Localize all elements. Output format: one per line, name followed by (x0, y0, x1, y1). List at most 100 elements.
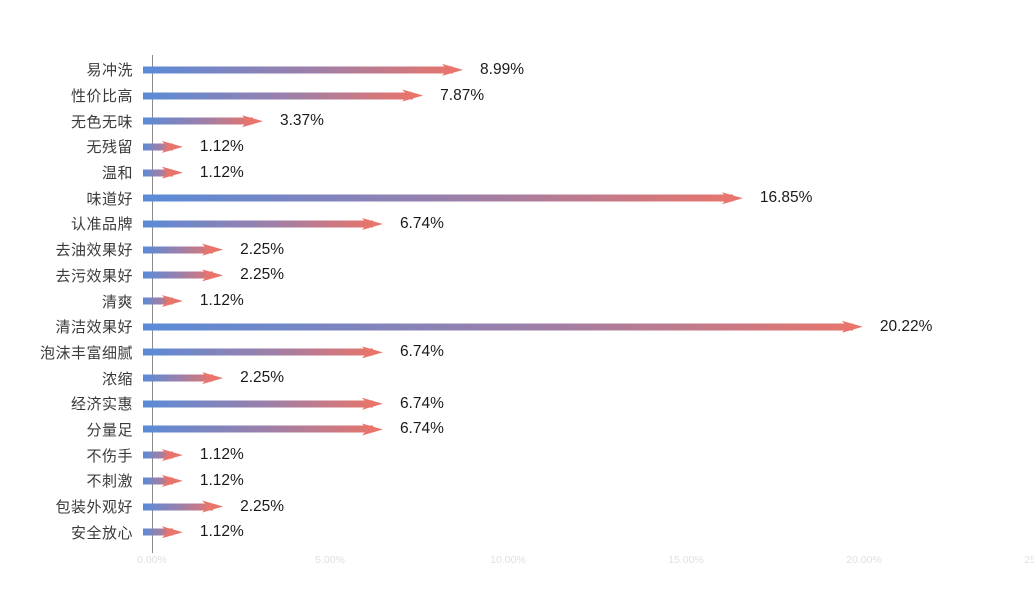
chart-row: 无色无味 3.37% (0, 108, 1034, 134)
chart-row: 分量足 6.74% (0, 417, 1034, 443)
bar-arrow (143, 113, 263, 129)
bar-shaft (143, 451, 173, 459)
chart-row: 包装外观好 2.25% (0, 494, 1034, 520)
bar-area: 20.22% (143, 314, 1034, 340)
category-label: 温和 (101, 165, 133, 183)
chart-row: 性价比高 7.87% (0, 83, 1034, 109)
bar-arrow (143, 344, 383, 360)
bar-arrow (143, 447, 183, 463)
category-label: 去油效果好 (55, 242, 133, 260)
category-label: 无残留 (86, 139, 133, 157)
category-label: 清洁效果好 (55, 319, 133, 337)
category-label: 泡沫丰富细腻 (39, 344, 133, 362)
chart-row: 不刺激 1.12% (0, 468, 1034, 494)
value-label: 1.12% (199, 446, 244, 464)
value-label: 2.25% (240, 240, 285, 258)
chart-row: 易冲洗 8.99% (0, 57, 1034, 83)
bar-area: 2.25% (143, 494, 1034, 520)
value-label: 8.99% (480, 60, 524, 78)
category-label: 不刺激 (86, 473, 133, 491)
value-label: 1.12% (199, 292, 244, 310)
category-label: 味道好 (86, 190, 133, 208)
bar-area: 1.12% (143, 442, 1034, 468)
bar-shaft (143, 92, 414, 100)
bar-arrow (143, 62, 464, 78)
bar-arrow (143, 267, 224, 283)
value-label: 2.25% (240, 497, 285, 515)
bar-shaft (143, 271, 214, 279)
bar-shaft (143, 297, 173, 305)
bar-shaft (143, 528, 173, 536)
x-axis-tick-label: 15.00% (668, 554, 704, 566)
x-axis-tick-label: 10.00% (490, 554, 526, 566)
value-label: 1.12% (199, 137, 244, 155)
category-label: 不伤手 (86, 447, 133, 465)
chart-row: 味道好 16.85% (0, 185, 1034, 211)
bar-area: 1.12% (143, 134, 1034, 160)
value-label: 2.25% (240, 369, 285, 387)
value-label: 6.74% (399, 214, 444, 232)
bar-shaft (143, 66, 454, 74)
value-label: 6.74% (399, 394, 444, 412)
bar-arrow (143, 524, 183, 540)
chart-rows: 易冲洗 8.99% 性价比高 7.87% 无色无味 3.37% 无残留 1.12% 温和 1.12… (0, 57, 1034, 545)
bar-arrow (143, 473, 183, 489)
bar-shaft (143, 194, 733, 202)
category-label: 性价比高 (70, 88, 133, 106)
bar-area: 2.25% (143, 237, 1034, 263)
bar-area: 6.74% (143, 417, 1034, 443)
x-axis-tick-label: 5.00% (315, 554, 345, 566)
bar-area: 1.12% (143, 519, 1034, 545)
bar-area: 1.12% (143, 288, 1034, 314)
bar-shaft (143, 503, 214, 511)
category-label: 浓缩 (101, 370, 133, 388)
bar-arrow (143, 190, 743, 206)
category-label: 无色无味 (70, 113, 133, 131)
bar-arrow (143, 165, 183, 181)
bar-area: 2.25% (143, 365, 1034, 391)
bar-shaft (143, 143, 173, 151)
bar-arrow (143, 319, 863, 335)
bar-shaft (143, 220, 373, 228)
category-label: 安全放心 (70, 524, 133, 542)
bar-area: 6.74% (143, 211, 1034, 237)
category-label: 清爽 (101, 293, 133, 311)
bar-shaft (143, 374, 214, 382)
bar-arrow (143, 242, 224, 258)
bar-area: 16.85% (143, 185, 1034, 211)
value-label: 1.12% (199, 163, 244, 181)
x-axis-tick-label: 0.00% (137, 554, 167, 566)
bar-arrow (143, 139, 183, 155)
category-label: 经济实惠 (70, 396, 133, 414)
value-label: 16.85% (759, 189, 813, 207)
chart-row: 经济实惠 6.74% (0, 391, 1034, 417)
bar-shaft (143, 246, 214, 254)
bar-shaft (143, 425, 373, 433)
category-label: 包装外观好 (55, 499, 133, 517)
bar-arrow (143, 499, 224, 515)
chart-row: 温和 1.12% (0, 160, 1034, 186)
category-label: 易冲洗 (86, 62, 133, 80)
chart-row: 认准品牌 6.74% (0, 211, 1034, 237)
category-label: 认准品牌 (70, 216, 133, 234)
value-label: 1.12% (199, 471, 244, 489)
bar-shaft (143, 400, 373, 408)
category-label: 去污效果好 (55, 267, 133, 285)
bar-shaft (143, 477, 173, 485)
bar-shaft (143, 169, 173, 177)
bar-arrow (143, 293, 183, 309)
value-label: 1.12% (199, 523, 244, 541)
chart-row: 浓缩 2.25% (0, 365, 1034, 391)
value-label: 2.25% (240, 266, 285, 284)
bar-shaft (143, 117, 253, 125)
chart-row: 泡沫丰富细腻 6.74% (0, 340, 1034, 366)
value-label: 3.37% (279, 112, 324, 130)
bar-area: 6.74% (143, 391, 1034, 417)
chart-row: 清洁效果好 20.22% (0, 314, 1034, 340)
bar-area: 8.99% (143, 57, 1034, 83)
value-label: 7.87% (440, 86, 485, 104)
value-label: 6.74% (399, 343, 444, 361)
chart-row: 不伤手 1.12% (0, 442, 1034, 468)
value-label: 6.74% (399, 420, 444, 438)
bar-shaft (143, 323, 853, 331)
